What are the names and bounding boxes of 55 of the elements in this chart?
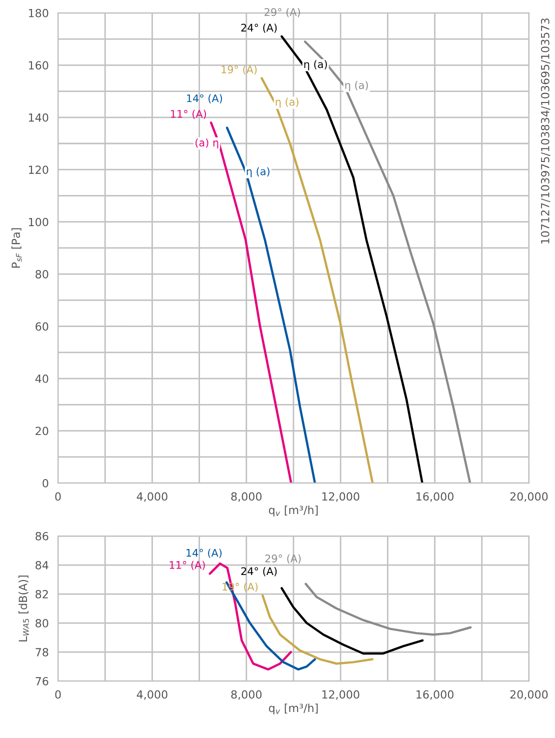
y-tick-label: 84 [36,560,48,570]
x-tick-label: 8,000 [231,690,262,700]
x-axis-title: q$_{v}$ [m³/h] [268,506,318,516]
x-tick-label: 16,000 [416,690,454,700]
annotation: (a) η [196,138,218,149]
text: 14° (A) [187,94,222,104]
x-tick-label: 0 [55,690,61,699]
y-tick-label: 78 [36,648,48,656]
x-tick-label: 4,000 [136,690,168,700]
series-label: 19° (A) [222,65,257,75]
line-series [208,562,292,671]
annotation: η (a) [304,60,327,70]
line-series [226,126,316,484]
line-series [210,121,292,484]
y-tick-label: 60 [36,322,48,331]
y-tick-label: 76 [36,677,48,686]
y-axis-title: L$_{WA5}$ [dB(A)] [18,576,29,642]
y-tick-label: 82 [36,590,48,598]
x-tick-label: 12,000 [322,492,360,502]
series-label: 11° (A) [170,560,205,570]
series-label: 24° (A) [241,567,277,576]
y-axis-title: P$_{sF}$ [Pa] [11,228,22,268]
line-series [262,594,374,665]
y-tick-label: 86 [36,532,48,540]
x-tick-label: 8,000 [231,492,262,502]
y-tick-label: 100 [28,218,48,226]
line-series [304,582,472,636]
y-tick-label: 0 [42,478,48,488]
x-axis-title: q$_{v}$ [m³/h] [268,704,318,714]
text: 29° (A) [264,8,300,18]
series-label: 24° (A) [241,24,277,33]
annotation: η (a) [246,167,270,178]
y-tick-label: 120 [28,166,48,174]
y-tick-label: 80 [36,270,48,278]
text: 14° (A) [186,548,222,558]
series-label: 11° (A) [171,110,206,120]
y-tick-label: 20 [36,426,48,436]
x-tick-label: 20,000 [510,690,548,700]
x-tick-label: 16,000 [416,492,454,502]
line-series [280,35,424,484]
x-tick-label: 12,000 [322,690,360,700]
line-series [304,40,472,484]
x-tick-label: 4,000 [136,492,168,502]
text: 107127/103975/103834/103695/103573 [540,18,550,244]
y-tick-label: 80 [36,618,48,628]
annotation: η (a) [276,98,298,108]
x-tick-label: 0 [55,492,61,501]
y-tick-label: 40 [35,374,48,383]
text: 29° (A) [265,554,301,564]
y-tick-label: 180 [28,8,48,18]
x-tick-label: 20,000 [510,492,548,502]
y-tick-label: 160 [28,61,48,70]
annotation: η (a) [345,81,368,92]
line-series [280,587,424,655]
y-tick-label: 140 [28,113,48,122]
